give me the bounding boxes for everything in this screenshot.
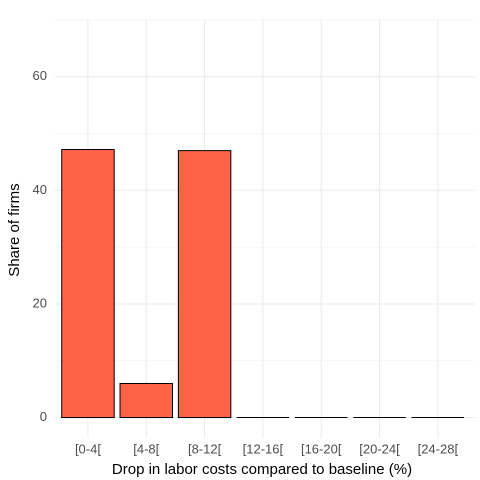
x-axis-title: Drop in labor costs compared to baseline… xyxy=(112,461,412,478)
y-tick-label: 20 xyxy=(33,295,47,310)
x-tick-label: [20-24[ xyxy=(359,441,400,456)
y-tick-label: 0 xyxy=(40,409,47,424)
x-tick-label: [12-16[ xyxy=(243,441,284,456)
x-tick-label: [24-28[ xyxy=(418,441,459,456)
bar xyxy=(177,150,232,419)
x-tick-label: [8-12[ xyxy=(188,441,222,456)
y-tick-label: 60 xyxy=(33,68,47,83)
y-axis-title: Share of firms xyxy=(6,183,23,276)
bar xyxy=(61,148,115,419)
x-tick-label: [4-8[ xyxy=(133,441,159,456)
bar xyxy=(119,382,174,419)
y-tick-label: 40 xyxy=(33,182,47,197)
x-tick-label: [16-20[ xyxy=(301,441,342,456)
x-tick-label: [0-4[ xyxy=(75,441,101,456)
